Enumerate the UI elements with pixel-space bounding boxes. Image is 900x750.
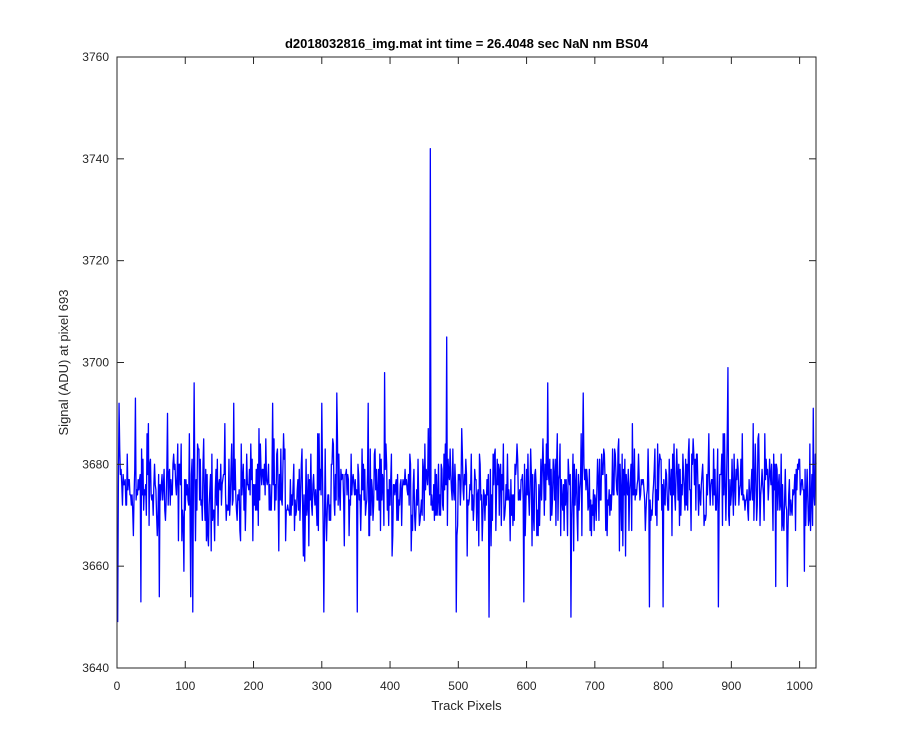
y-tick-label: 3680 — [82, 457, 109, 471]
x-tick-label: 300 — [312, 679, 332, 693]
x-tick-label: 800 — [653, 679, 673, 693]
x-ticks: 0 100 200 300 400 500 600 700 800 900 1000 — [114, 57, 813, 693]
y-tick-label: 3700 — [82, 356, 109, 370]
x-axis-label: Track Pixels — [431, 698, 502, 713]
plot-area — [117, 57, 816, 668]
y-tick-label: 3720 — [82, 254, 109, 268]
series-layer — [117, 147, 817, 623]
x-tick-label: 0 — [114, 679, 121, 693]
x-tick-label: 500 — [448, 679, 468, 693]
y-tick-label: 3740 — [82, 152, 109, 166]
y-tick-label: 3760 — [82, 50, 109, 64]
x-tick-label: 200 — [244, 679, 264, 693]
y-ticks: 3640 3660 3680 3700 3720 3740 3760 — [82, 50, 816, 675]
y-tick-label: 3640 — [82, 661, 109, 675]
y-tick-label: 3660 — [82, 559, 109, 573]
x-tick-label: 100 — [175, 679, 195, 693]
chart-title: d2018032816_img.mat int time = 26.4048 s… — [285, 36, 649, 51]
x-tick-label: 400 — [380, 679, 400, 693]
y-axis-label: Signal (ADU) at pixel 693 — [56, 290, 71, 436]
signal-series-line — [117, 147, 817, 623]
x-tick-label: 1000 — [786, 679, 813, 693]
x-tick-label: 900 — [721, 679, 741, 693]
x-tick-label: 600 — [517, 679, 537, 693]
x-tick-label: 700 — [585, 679, 605, 693]
